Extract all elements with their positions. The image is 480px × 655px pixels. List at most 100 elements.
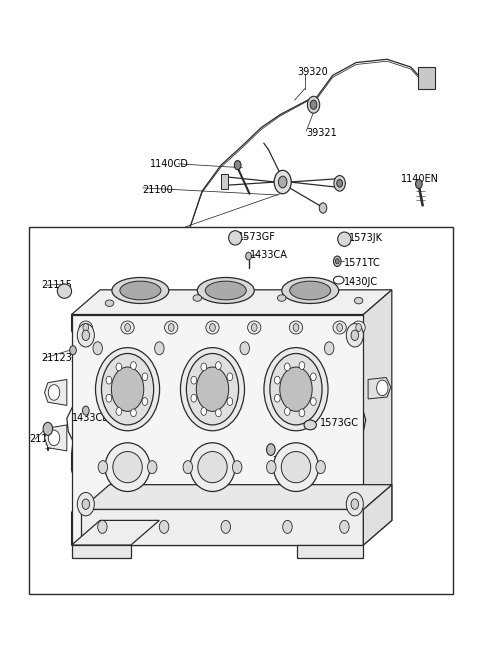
Circle shape xyxy=(283,520,292,533)
Circle shape xyxy=(116,363,122,371)
Text: 1573JK: 1573JK xyxy=(349,233,383,243)
Circle shape xyxy=(93,342,102,355)
Ellipse shape xyxy=(190,443,235,491)
Polygon shape xyxy=(297,545,363,558)
Ellipse shape xyxy=(180,348,244,431)
Circle shape xyxy=(70,346,76,355)
Circle shape xyxy=(310,100,317,109)
Circle shape xyxy=(77,324,95,347)
Ellipse shape xyxy=(290,281,331,300)
Circle shape xyxy=(316,460,325,474)
Circle shape xyxy=(351,499,359,510)
Circle shape xyxy=(319,203,327,213)
Ellipse shape xyxy=(193,295,202,301)
Circle shape xyxy=(416,179,422,189)
Circle shape xyxy=(201,407,206,415)
Circle shape xyxy=(201,363,206,371)
Ellipse shape xyxy=(112,278,169,303)
Circle shape xyxy=(168,324,174,331)
Circle shape xyxy=(82,330,90,341)
Ellipse shape xyxy=(334,276,344,284)
Polygon shape xyxy=(72,290,392,314)
Circle shape xyxy=(191,394,197,402)
Circle shape xyxy=(83,324,89,331)
Text: 1433CE: 1433CE xyxy=(72,413,109,423)
Ellipse shape xyxy=(101,354,154,425)
Circle shape xyxy=(43,422,53,436)
Circle shape xyxy=(285,363,290,371)
Polygon shape xyxy=(72,520,159,545)
Circle shape xyxy=(216,362,221,369)
Ellipse shape xyxy=(289,321,302,334)
Circle shape xyxy=(351,330,359,341)
Text: 1573GF: 1573GF xyxy=(238,232,276,242)
Ellipse shape xyxy=(206,321,219,334)
Circle shape xyxy=(275,376,280,384)
Ellipse shape xyxy=(196,367,228,411)
Ellipse shape xyxy=(197,278,254,303)
Polygon shape xyxy=(363,290,392,545)
Circle shape xyxy=(83,406,89,415)
Polygon shape xyxy=(221,174,228,189)
Polygon shape xyxy=(81,485,392,510)
Circle shape xyxy=(48,430,60,445)
Ellipse shape xyxy=(264,348,328,431)
Circle shape xyxy=(285,407,290,415)
Circle shape xyxy=(299,409,305,417)
Text: 21133: 21133 xyxy=(29,434,60,444)
Circle shape xyxy=(346,493,363,516)
Text: 39320: 39320 xyxy=(297,67,328,77)
Circle shape xyxy=(377,380,388,396)
Ellipse shape xyxy=(79,321,93,334)
Circle shape xyxy=(311,398,316,405)
Ellipse shape xyxy=(198,451,227,483)
Text: 39321: 39321 xyxy=(306,128,337,138)
Circle shape xyxy=(334,176,345,191)
Circle shape xyxy=(131,409,136,417)
Polygon shape xyxy=(368,377,391,399)
Circle shape xyxy=(82,499,90,510)
Ellipse shape xyxy=(96,348,159,431)
Ellipse shape xyxy=(186,354,239,425)
Circle shape xyxy=(216,409,221,417)
Polygon shape xyxy=(72,314,363,545)
Text: 1433CA: 1433CA xyxy=(250,250,288,260)
Circle shape xyxy=(77,493,95,516)
Circle shape xyxy=(116,407,122,415)
Text: 1573GC: 1573GC xyxy=(320,418,359,428)
Text: 1430JC: 1430JC xyxy=(344,277,379,287)
Circle shape xyxy=(307,96,320,113)
Ellipse shape xyxy=(352,321,365,334)
Bar xyxy=(29,227,454,594)
Circle shape xyxy=(240,342,250,355)
Circle shape xyxy=(278,176,287,188)
Polygon shape xyxy=(45,425,67,451)
Polygon shape xyxy=(81,510,363,545)
Circle shape xyxy=(191,376,197,384)
Ellipse shape xyxy=(274,443,319,491)
Text: 21100: 21100 xyxy=(143,185,173,195)
Circle shape xyxy=(142,398,148,405)
Circle shape xyxy=(337,324,343,331)
Ellipse shape xyxy=(333,321,346,334)
Ellipse shape xyxy=(111,367,144,411)
Text: 21123: 21123 xyxy=(42,353,72,363)
Ellipse shape xyxy=(228,231,242,245)
Ellipse shape xyxy=(113,451,142,483)
Polygon shape xyxy=(363,485,392,545)
Ellipse shape xyxy=(105,443,150,491)
Circle shape xyxy=(147,460,157,474)
Circle shape xyxy=(334,256,341,267)
Text: 1571TC: 1571TC xyxy=(344,257,381,267)
Polygon shape xyxy=(45,379,67,405)
Polygon shape xyxy=(72,545,131,558)
Circle shape xyxy=(274,170,291,194)
Circle shape xyxy=(337,179,343,187)
Circle shape xyxy=(106,376,112,384)
Ellipse shape xyxy=(165,321,178,334)
Circle shape xyxy=(232,460,242,474)
Text: 1140EN: 1140EN xyxy=(401,174,439,185)
Circle shape xyxy=(340,520,349,533)
Ellipse shape xyxy=(282,278,339,303)
Circle shape xyxy=(336,259,339,264)
